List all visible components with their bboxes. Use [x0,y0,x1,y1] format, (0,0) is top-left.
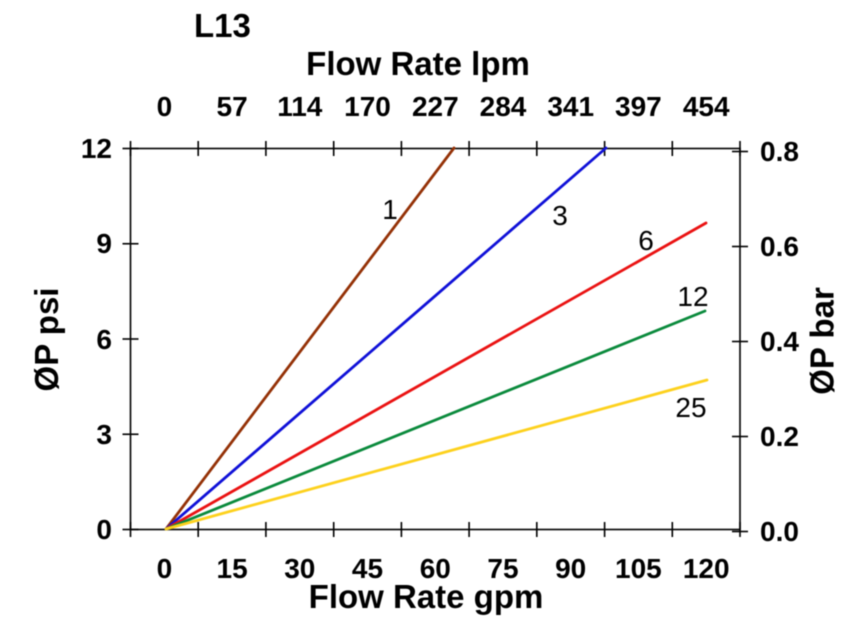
svg-text:3: 3 [552,200,568,231]
svg-text:57: 57 [217,91,248,122]
svg-text:60: 60 [420,553,451,584]
svg-text:284: 284 [480,91,527,122]
svg-text:45: 45 [352,553,383,584]
svg-text:25: 25 [675,392,706,423]
svg-text:0.4: 0.4 [760,326,799,357]
svg-text:0: 0 [157,553,173,584]
svg-text:1: 1 [382,194,398,225]
svg-text:Flow Rate lpm: Flow Rate lpm [306,45,530,82]
svg-text:ØP bar: ØP bar [804,287,841,395]
svg-text:227: 227 [412,91,459,122]
svg-text:L13: L13 [194,7,251,44]
svg-text:397: 397 [615,91,662,122]
svg-text:120: 120 [683,553,730,584]
svg-text:12: 12 [677,281,708,312]
svg-text:Flow Rate gpm: Flow Rate gpm [309,578,544,615]
svg-text:15: 15 [217,553,248,584]
svg-text:90: 90 [555,553,586,584]
svg-text:30: 30 [284,553,315,584]
svg-text:0.8: 0.8 [760,136,799,167]
svg-text:454: 454 [683,91,730,122]
svg-text:0: 0 [96,514,112,545]
svg-text:6: 6 [638,225,654,256]
svg-text:105: 105 [615,553,662,584]
svg-text:341: 341 [547,91,594,122]
svg-text:0: 0 [157,91,173,122]
svg-text:3: 3 [96,419,112,450]
svg-text:0.6: 0.6 [760,231,799,262]
svg-text:6: 6 [96,324,112,355]
svg-text:9: 9 [96,228,112,259]
svg-text:170: 170 [344,91,391,122]
svg-text:12: 12 [81,133,112,164]
svg-text:0.0: 0.0 [760,516,799,547]
svg-text:114: 114 [277,91,323,122]
svg-text:0.2: 0.2 [760,421,799,452]
svg-text:75: 75 [487,553,518,584]
svg-text:ØP psi: ØP psi [28,288,65,392]
